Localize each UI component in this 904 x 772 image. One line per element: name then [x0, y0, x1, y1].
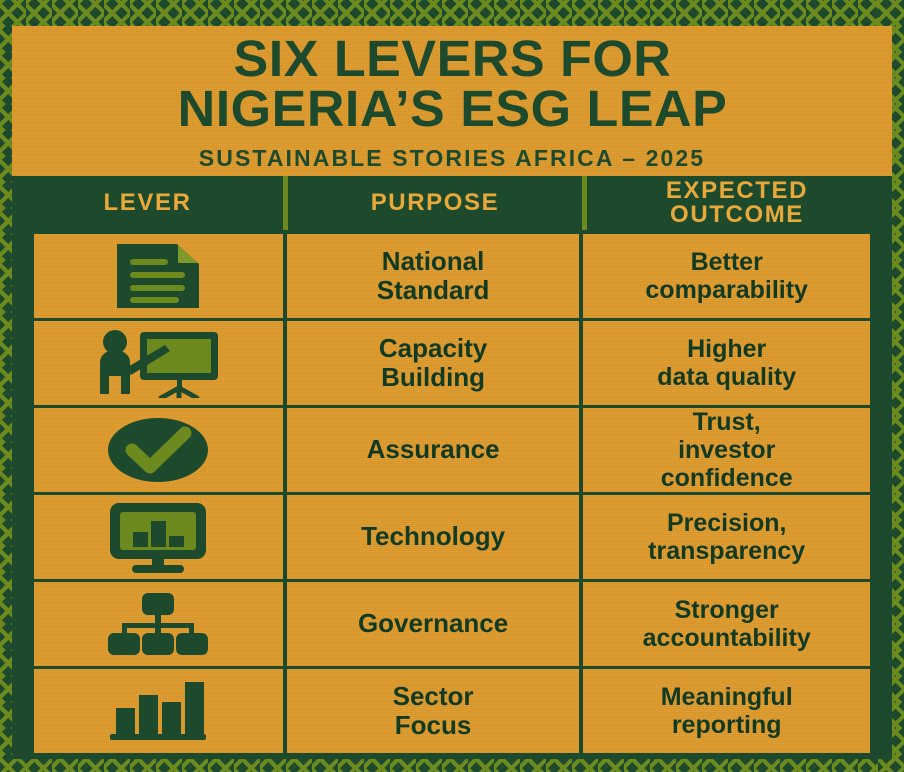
- page-title: SIX LEVERS FOR NIGERIA’S ESG LEAP: [177, 33, 727, 137]
- outcome-line-1: Better: [690, 248, 763, 276]
- purpose-text: National Standard: [369, 245, 498, 305]
- title-line-2: NIGERIA’S ESG LEAP: [177, 80, 727, 137]
- purpose-line-1: Technology: [361, 521, 506, 552]
- chevron-border-top: [0, 0, 904, 26]
- purpose-cell: National Standard: [286, 234, 580, 318]
- column-header-outcome-line-1: EXPECTED: [665, 176, 809, 204]
- levers-table: LEVER PURPOSE EXPECTED OUTCOME: [12, 176, 892, 759]
- outcome-line-2: reporting: [671, 711, 782, 739]
- purpose-line-2: Focus: [394, 710, 472, 740]
- purpose-cell: Assurance: [286, 408, 580, 492]
- outcome-cell: Precision, transparency: [583, 495, 870, 579]
- purpose-text: Governance: [350, 609, 516, 638]
- table-row: Capacity Building Higher data quality: [34, 321, 870, 405]
- purpose-cell: Technology: [286, 495, 580, 579]
- purpose-cell: Governance: [286, 582, 580, 666]
- lever-icon-cell: [34, 582, 283, 666]
- table-body: National Standard Better comparability: [12, 230, 892, 759]
- outcome-line-1: Meaningful: [660, 683, 793, 711]
- purpose-text: Technology: [353, 522, 513, 551]
- outcome-cell: Trust, investor confidence: [583, 408, 870, 492]
- outcome-text: Stronger accountability: [635, 596, 819, 652]
- outcome-text: Precision, transparency: [640, 509, 813, 565]
- lever-icon-cell: [34, 321, 283, 405]
- table-row: National Standard Better comparability: [34, 234, 870, 318]
- column-header-lever: LEVER: [103, 188, 192, 216]
- purpose-line-1: National: [381, 245, 485, 276]
- purpose-line-1: Sector: [392, 680, 474, 711]
- outcome-line-1: Stronger: [674, 596, 779, 624]
- outcome-line-2: investor: [678, 436, 776, 464]
- outcome-text: Better comparability: [637, 248, 816, 304]
- outcome-cell: Stronger accountability: [583, 582, 870, 666]
- outcome-cell: Meaningful reporting: [583, 669, 870, 753]
- purpose-line-2: Building: [381, 362, 486, 392]
- table-row: Technology Precision, transparency: [34, 495, 870, 579]
- outcome-text: Meaningful reporting: [653, 683, 801, 739]
- outcome-text: Trust, investor confidence: [653, 408, 801, 492]
- column-header-outcome-line-2: OUTCOME: [670, 201, 804, 228]
- outcome-line-3: confidence: [660, 464, 793, 492]
- table-row: Governance Stronger accountability: [34, 582, 870, 666]
- lever-icon-cell: [34, 495, 283, 579]
- purpose-text: Assurance: [359, 435, 508, 464]
- title-banner: SIX LEVERS FOR NIGERIA’S ESG LEAP SUSTAI…: [12, 26, 892, 176]
- purpose-text: Capacity Building: [371, 332, 495, 392]
- outcome-line-2: accountability: [642, 624, 811, 652]
- lever-icon-cell: [34, 408, 283, 492]
- outcome-line-1: Precision,: [666, 509, 787, 537]
- monitor-chart-icon: [34, 495, 283, 579]
- purpose-text: Sector Focus: [385, 680, 482, 740]
- purpose-line-2: Standard: [376, 275, 490, 305]
- outcome-text: Higher data quality: [649, 335, 804, 391]
- purpose-line-1: Assurance: [366, 434, 500, 465]
- document-icon: [34, 234, 283, 318]
- purpose-line-1: Governance: [357, 608, 509, 639]
- training-presenter-icon: [34, 321, 283, 405]
- outcome-line-1: Trust,: [692, 408, 761, 436]
- table-row: Assurance Trust, investor confidence: [34, 408, 870, 492]
- table-header-row: LEVER PURPOSE EXPECTED OUTCOME: [12, 176, 892, 230]
- page-subtitle: SUSTAINABLE STORIES AFRICA – 2025: [198, 144, 706, 171]
- column-header-purpose: PURPOSE: [283, 176, 587, 230]
- table-row: Sector Focus Meaningful reporting: [34, 669, 870, 753]
- org-chart-icon: [34, 582, 283, 666]
- outcome-line-1: Higher: [687, 335, 767, 363]
- title-line-1: SIX LEVERS FOR: [233, 30, 671, 88]
- outcome-line-2: comparability: [645, 276, 808, 304]
- column-header-expected-outcome: EXPECTED OUTCOME: [587, 176, 887, 230]
- outcome-line-2: data quality: [657, 363, 797, 391]
- outcome-line-2: transparency: [648, 537, 806, 565]
- purpose-cell: Sector Focus: [286, 669, 580, 753]
- purpose-cell: Capacity Building: [286, 321, 580, 405]
- lever-icon-cell: [34, 234, 283, 318]
- outcome-cell: Better comparability: [583, 234, 870, 318]
- check-circle-icon: [34, 408, 283, 492]
- outcome-cell: Higher data quality: [583, 321, 870, 405]
- purpose-line-1: Capacity: [378, 332, 488, 363]
- bar-chart-icon: [34, 669, 283, 753]
- lever-icon-cell: [34, 669, 283, 753]
